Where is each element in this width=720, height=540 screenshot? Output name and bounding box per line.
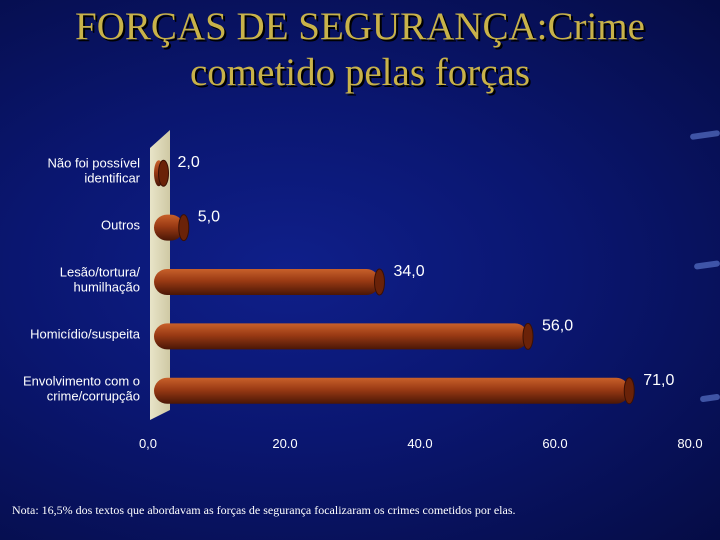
slide-title: FORÇAS DE SEGURANÇA:Crime cometido pelas… [0, 4, 720, 96]
category-label: identificar [84, 171, 140, 186]
category-label: Lesão/tortura/ [60, 265, 141, 280]
bar-end-cap [374, 268, 385, 296]
footnote: Nota: 16,5% dos textos que abordavam as … [12, 503, 516, 517]
x-tick-label: 60.0 [542, 436, 567, 451]
x-tick-label: 0,0 [139, 436, 157, 451]
bar-end-cap [623, 377, 635, 405]
category-label: Envolvimento com o [23, 373, 140, 388]
data-label: 34,0 [394, 263, 425, 280]
x-tick-label: 20.0 [272, 436, 297, 451]
title-line-2: cometido pelas forças [189, 51, 531, 94]
bar [154, 323, 528, 350]
category-label: crime/corrupção [47, 388, 140, 403]
data-label: 71,0 [643, 372, 674, 389]
category-label: Homicídio/suspeita [30, 326, 141, 341]
data-label: 2,0 [178, 154, 200, 171]
bar-end-cap [178, 214, 190, 242]
x-tick-label: 40.0 [407, 436, 432, 451]
bar-end-cap [522, 322, 534, 350]
data-label: 5,0 [198, 209, 220, 226]
x-tick-label: 80.0 [677, 436, 702, 451]
category-label: Outros [101, 218, 141, 233]
bar [154, 214, 184, 241]
category-label: Não foi possível [48, 156, 141, 171]
category-label: humilhação [74, 280, 141, 295]
bar [154, 269, 380, 295]
data-label: 56,0 [542, 317, 573, 334]
bar-end-cap [158, 159, 169, 187]
title-line-1: FORÇAS DE SEGURANÇA:Crime [75, 5, 645, 48]
bar [154, 377, 630, 404]
